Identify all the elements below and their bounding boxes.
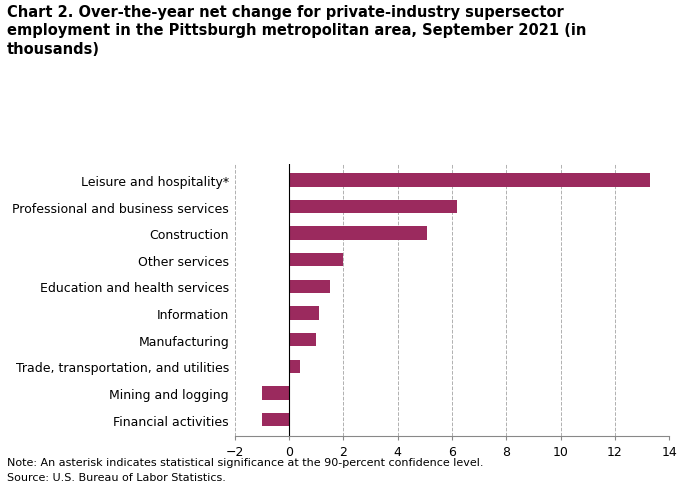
Bar (262, 413, 289, 426)
Bar (289, 174, 650, 187)
Bar (289, 333, 316, 347)
Bar (289, 227, 428, 240)
Bar (289, 254, 344, 267)
Bar (289, 307, 319, 320)
Text: Source: U.S. Bureau of Labor Statistics.: Source: U.S. Bureau of Labor Statistics. (7, 472, 226, 482)
Text: Chart 2. Over-the-year net change for private-industry supersector
employment in: Chart 2. Over-the-year net change for pr… (7, 5, 586, 57)
Bar (289, 280, 330, 293)
Bar (289, 200, 457, 214)
Bar (289, 360, 299, 373)
Text: Note: An asterisk indicates statistical significance at the 90-percent confidenc: Note: An asterisk indicates statistical … (7, 457, 484, 468)
Bar (262, 386, 289, 400)
